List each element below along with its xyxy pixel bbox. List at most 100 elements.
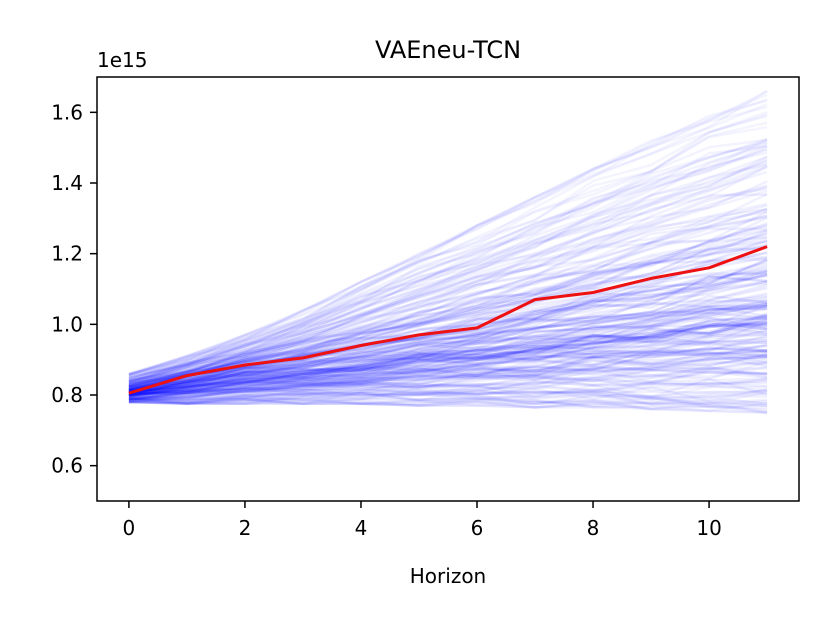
sample-path bbox=[128, 397, 768, 414]
sample-path bbox=[128, 311, 768, 397]
y-axis: 0.6 0.8 1.0 1.2 1.4 1.6 bbox=[51, 100, 97, 478]
sample-path bbox=[128, 338, 768, 396]
sample-path bbox=[128, 356, 768, 401]
sample-path bbox=[128, 257, 768, 392]
sample-path bbox=[128, 224, 768, 387]
sample-path bbox=[128, 323, 768, 393]
sample-path bbox=[128, 381, 768, 405]
sample-path bbox=[128, 320, 768, 396]
sample-path bbox=[128, 299, 768, 395]
sample-path bbox=[128, 317, 768, 393]
sample-path bbox=[128, 382, 768, 403]
sample-path bbox=[128, 148, 768, 377]
sample-path bbox=[128, 307, 768, 393]
sample-path bbox=[128, 204, 768, 382]
sample-path bbox=[128, 338, 768, 395]
x-tick-label: 2 bbox=[239, 516, 252, 540]
sample-path bbox=[128, 223, 768, 388]
sample-path bbox=[128, 89, 768, 376]
sample-path bbox=[128, 243, 768, 389]
sample-path bbox=[128, 348, 768, 395]
sample-path bbox=[128, 324, 768, 397]
sample-path bbox=[128, 353, 768, 396]
sample-path bbox=[128, 398, 768, 409]
sample-path bbox=[128, 333, 768, 393]
sample-path bbox=[128, 302, 768, 396]
sample-path bbox=[128, 388, 768, 403]
sample-path bbox=[128, 210, 768, 387]
sample-path bbox=[128, 214, 768, 386]
y-offset-label: 1e15 bbox=[97, 48, 147, 72]
sample-path bbox=[128, 161, 768, 383]
sample-path bbox=[128, 349, 768, 399]
y-tick-label: 0.8 bbox=[51, 383, 83, 407]
sample-path bbox=[128, 222, 768, 384]
sample-path bbox=[128, 324, 768, 395]
sample-path bbox=[128, 284, 768, 393]
sample-path bbox=[128, 145, 768, 380]
sample-path bbox=[128, 316, 768, 398]
chart-title: VAEneu-TCN bbox=[375, 36, 521, 64]
sample-path bbox=[128, 377, 768, 399]
sample-path bbox=[128, 296, 768, 394]
sample-path bbox=[128, 351, 768, 402]
sample-path bbox=[128, 351, 768, 399]
sample-path bbox=[128, 377, 768, 401]
sample-path bbox=[128, 318, 768, 392]
sample-path bbox=[128, 353, 768, 402]
sample-path bbox=[128, 368, 768, 400]
sample-path bbox=[128, 232, 768, 388]
sample-path bbox=[128, 360, 768, 403]
sample-path bbox=[128, 269, 768, 391]
sample-path bbox=[128, 228, 768, 386]
sample-path bbox=[128, 320, 768, 394]
sample-path bbox=[128, 344, 768, 396]
sample-path bbox=[128, 158, 768, 384]
sample-path bbox=[128, 355, 768, 396]
sample-path bbox=[128, 352, 768, 401]
sample-path bbox=[128, 155, 768, 378]
sample-path bbox=[128, 369, 768, 401]
sample-path bbox=[128, 301, 768, 393]
sample-path bbox=[128, 247, 768, 389]
sample-path bbox=[128, 187, 768, 386]
y-tick-label: 1.6 bbox=[51, 100, 83, 124]
sample-path bbox=[128, 207, 768, 384]
sample-path bbox=[128, 298, 768, 391]
sample-path bbox=[128, 351, 768, 397]
sample-path bbox=[128, 245, 768, 391]
sample-path bbox=[128, 292, 768, 391]
sample-path bbox=[128, 99, 768, 377]
sample-path bbox=[128, 236, 768, 388]
sample-path bbox=[128, 360, 768, 401]
sample-path bbox=[128, 236, 768, 390]
sample-path bbox=[128, 305, 768, 394]
sample-path bbox=[128, 303, 768, 393]
sample-path bbox=[128, 208, 768, 387]
sample-path bbox=[128, 304, 768, 392]
sample-path bbox=[128, 326, 768, 394]
sample-path bbox=[128, 163, 768, 384]
sample-path bbox=[128, 377, 768, 403]
sample-path bbox=[128, 390, 768, 410]
sample-paths bbox=[128, 89, 768, 414]
sample-path bbox=[128, 341, 768, 396]
sample-path bbox=[128, 125, 768, 377]
sample-path bbox=[128, 180, 768, 382]
sample-path bbox=[128, 280, 768, 392]
plot-frame bbox=[96, 76, 800, 502]
sample-path bbox=[128, 294, 768, 389]
sample-path bbox=[128, 270, 768, 394]
y-tick-label: 0.6 bbox=[51, 454, 83, 478]
sample-path bbox=[128, 189, 768, 383]
sample-path bbox=[128, 398, 768, 407]
x-tick-label: 4 bbox=[355, 516, 368, 540]
sample-path bbox=[128, 258, 768, 393]
sample-path bbox=[128, 352, 768, 397]
sample-path bbox=[128, 396, 768, 412]
x-axis: 0 2 4 6 8 10 bbox=[123, 501, 722, 540]
sample-path bbox=[128, 192, 768, 387]
sample-path bbox=[128, 385, 768, 402]
sample-path bbox=[128, 137, 768, 376]
